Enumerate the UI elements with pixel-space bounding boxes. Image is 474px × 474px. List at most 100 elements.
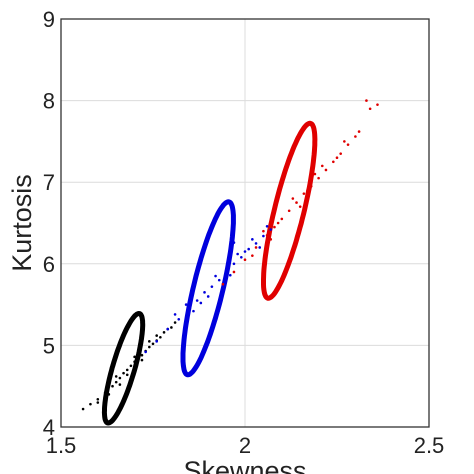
data-point <box>173 313 177 316</box>
y-tick-label: 7 <box>43 170 55 195</box>
data-point <box>133 355 136 359</box>
data-point <box>335 156 339 160</box>
data-point <box>125 373 129 377</box>
data-point <box>188 307 192 310</box>
data-point <box>262 229 265 233</box>
y-tick-label: 9 <box>43 7 55 32</box>
data-point <box>269 228 273 231</box>
data-point <box>118 383 122 386</box>
data-point <box>184 303 188 306</box>
data-point <box>136 352 140 355</box>
data-point <box>81 407 85 411</box>
data-point <box>177 317 181 321</box>
x-tick-label: 2.5 <box>414 433 445 458</box>
data-point <box>96 401 100 404</box>
data-point <box>317 176 320 180</box>
data-point <box>203 291 206 294</box>
confidence-ellipse <box>101 310 146 426</box>
x-tick-label: 2 <box>239 433 251 458</box>
data-point <box>162 331 166 334</box>
data-point <box>111 384 114 388</box>
data-point <box>376 103 379 106</box>
data-point <box>217 278 221 282</box>
data-point <box>324 168 328 172</box>
data-point <box>103 391 107 395</box>
data-point <box>232 262 236 266</box>
data-point <box>332 160 335 164</box>
data-point <box>287 209 291 213</box>
data-point <box>309 184 313 188</box>
data-point <box>199 301 203 305</box>
data-point <box>129 364 133 368</box>
data-point <box>258 246 262 249</box>
data-point <box>276 221 280 225</box>
data-point <box>170 326 173 329</box>
data-point <box>114 380 118 384</box>
data-point <box>232 270 236 274</box>
data-point <box>159 335 162 339</box>
confidence-ellipses <box>101 120 318 426</box>
data-point <box>122 371 125 375</box>
data-point <box>232 241 236 244</box>
y-tick-label: 6 <box>43 252 55 277</box>
data-point <box>251 238 254 241</box>
confidence-ellipse <box>261 120 318 301</box>
data-point <box>302 192 306 195</box>
data-point <box>228 273 232 277</box>
data-point <box>251 254 254 257</box>
data-point <box>114 375 118 378</box>
y-tick-label: 8 <box>43 89 55 114</box>
data-point <box>313 172 317 176</box>
data-point <box>148 345 151 349</box>
data-point <box>125 368 129 372</box>
x-axis-label: Skewness <box>183 456 306 474</box>
data-point <box>173 321 177 324</box>
x-tick-label: 1.5 <box>46 433 77 458</box>
data-point <box>265 233 269 237</box>
data-points <box>81 99 379 411</box>
data-point <box>354 135 357 138</box>
data-point <box>225 269 228 272</box>
data-point <box>206 295 210 298</box>
data-point <box>346 143 350 146</box>
data-point <box>140 358 144 362</box>
x-tick-labels: 1.5 2 2.5 <box>46 433 445 458</box>
data-point <box>155 334 158 337</box>
data-point <box>236 252 239 256</box>
grid <box>61 19 429 427</box>
data-point <box>144 350 147 354</box>
data-point <box>269 238 273 241</box>
data-point <box>96 397 100 401</box>
data-point <box>368 107 372 111</box>
data-point <box>243 250 247 253</box>
data-point <box>298 205 302 208</box>
y-tick-label: 4 <box>43 415 55 440</box>
data-point <box>136 357 140 360</box>
data-point <box>240 255 243 259</box>
data-point <box>357 130 361 133</box>
data-point <box>118 376 122 380</box>
data-point <box>192 309 195 313</box>
data-point <box>195 299 199 302</box>
data-point <box>320 164 324 168</box>
data-point <box>339 152 342 155</box>
confidence-ellipse <box>180 199 236 378</box>
data-point <box>254 242 258 245</box>
data-point <box>243 258 247 262</box>
data-point <box>254 246 258 249</box>
data-point <box>140 353 144 357</box>
data-point <box>306 189 309 192</box>
data-point <box>291 197 295 200</box>
data-point <box>295 201 298 204</box>
data-point <box>280 217 284 221</box>
data-point <box>89 402 92 406</box>
data-point <box>148 340 151 343</box>
data-point <box>107 393 111 396</box>
y-axis-label: Kurtosis <box>7 174 37 272</box>
data-point <box>166 327 170 331</box>
y-tick-labels: 4 5 6 7 8 9 <box>43 7 55 440</box>
data-point <box>155 340 158 343</box>
data-point <box>133 360 136 364</box>
data-point <box>262 234 265 238</box>
